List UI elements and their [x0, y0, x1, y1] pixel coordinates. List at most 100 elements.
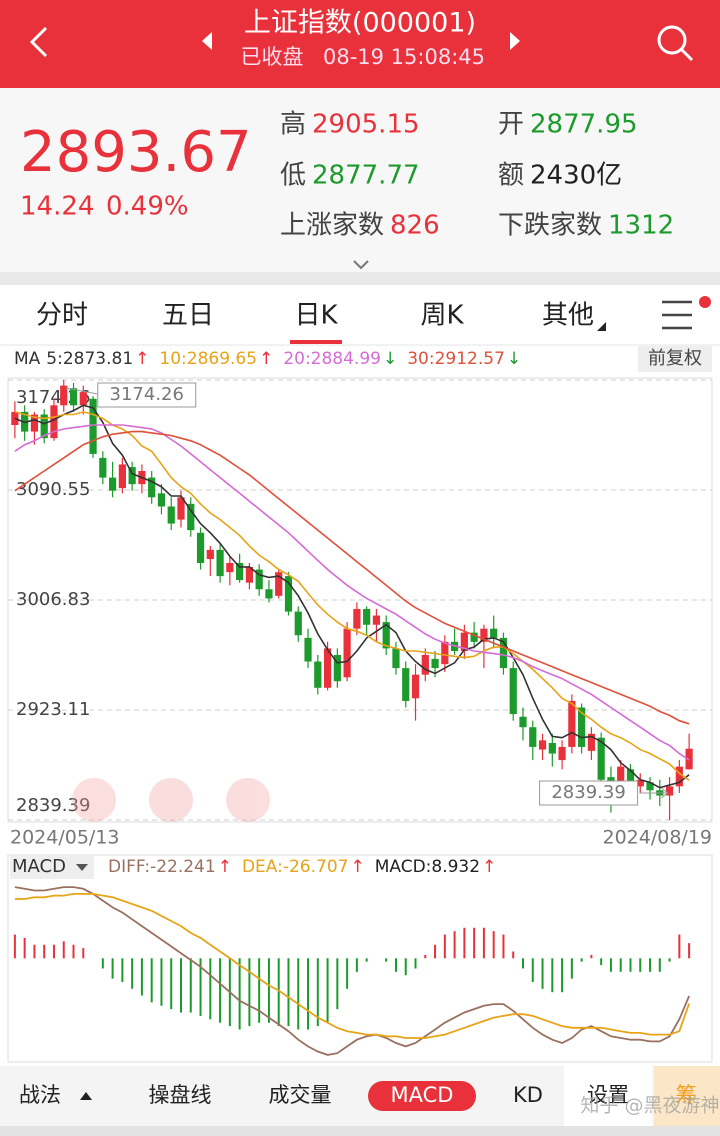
- tool-button[interactable]: [72, 778, 116, 822]
- candle-body: [646, 782, 654, 791]
- notification-dot: [699, 296, 711, 308]
- period-tab[interactable]: 其他: [542, 301, 594, 331]
- indicator-tab[interactable]: 操盘线: [149, 1083, 212, 1107]
- candle-body: [333, 654, 341, 682]
- indicator-tab[interactable]: MACD: [391, 1083, 454, 1107]
- header-bar: [0, 0, 720, 88]
- legend-item: MACD:8.932: [375, 857, 480, 877]
- candle-body: [538, 740, 547, 750]
- stat-value: 2905.15: [312, 110, 420, 140]
- active-indicator-tab: [368, 1081, 476, 1111]
- tool-button[interactable]: [149, 778, 193, 822]
- candle-body: [50, 405, 58, 439]
- max-label-box: [97, 382, 197, 408]
- indicator-tab[interactable]: 战法: [19, 1083, 61, 1107]
- legend-arrow: ↑: [350, 857, 364, 877]
- period-tabs: 分时 五日 日K 周K 其他: [36, 301, 606, 344]
- stat-label: 高: [280, 110, 306, 140]
- adjust-label: 前复权: [648, 348, 702, 369]
- max-label: 3174.26: [110, 384, 184, 405]
- candle-body: [470, 632, 478, 642]
- legend-item: 20:2884.99: [283, 349, 381, 369]
- candle-body: [187, 503, 195, 531]
- candle-body: [294, 611, 302, 636]
- macd-chart: DIFF:-22.241 ↑ DEA:-26.707 ↑ MACD:8.932 ↑: [13, 857, 691, 1056]
- legend-item: 30:2912.57: [407, 349, 505, 369]
- ma-title: MA: [14, 349, 41, 369]
- candle-body: [529, 727, 537, 747]
- candle-body: [265, 589, 273, 599]
- candle-body: [431, 658, 439, 669]
- legend-item: DIFF:-22.241: [108, 857, 216, 877]
- indicator-name: MACD: [12, 856, 66, 877]
- min-label-box: [539, 780, 639, 806]
- floating-tools: [72, 778, 270, 822]
- candle-body: [255, 569, 263, 590]
- quote-time: 08-19 15:08:45: [323, 45, 485, 69]
- candle-body: [519, 716, 527, 728]
- adjust-button[interactable]: [638, 346, 712, 372]
- next-button[interactable]: [510, 32, 520, 50]
- active-tab-indicator: [290, 340, 342, 344]
- legend-arrow: ↑: [482, 857, 496, 877]
- candle-body: [578, 707, 586, 747]
- tool-button[interactable]: [226, 778, 270, 822]
- candle-body: [314, 661, 322, 688]
- stat-value: 2877.95: [530, 110, 638, 140]
- stat-label: 上涨家数: [280, 211, 384, 241]
- x-end-label: 2024/08/19: [602, 827, 712, 849]
- legend-item: DEA:-26.707: [242, 857, 349, 877]
- candle-body: [30, 414, 39, 432]
- candle-body: [597, 737, 605, 780]
- menu-button[interactable]: [662, 296, 711, 330]
- candle-body: [109, 477, 117, 491]
- legend-item: 5:2873.81: [46, 349, 133, 369]
- legend-arrow: ↓: [507, 349, 521, 369]
- y-tick-label: 3006.83: [16, 589, 90, 610]
- expand-button[interactable]: [353, 260, 369, 270]
- back-button[interactable]: [29, 26, 48, 58]
- candle-body: [177, 497, 185, 520]
- max-pointer: [65, 387, 98, 395]
- candle-body: [343, 628, 351, 678]
- stat-label: 开: [498, 110, 524, 140]
- legend-arrow: ↑: [135, 349, 149, 369]
- ma-line: [14, 404, 690, 789]
- prev-button[interactable]: [202, 32, 212, 50]
- search-button[interactable]: [657, 25, 694, 62]
- stat-value: 2430亿: [530, 161, 622, 191]
- candle-body: [499, 637, 508, 669]
- tab-caret: [80, 1092, 92, 1100]
- period-tab[interactable]: 五日: [162, 301, 214, 331]
- min-label: 2839.39: [551, 782, 625, 803]
- candle-body: [304, 637, 312, 662]
- period-tab[interactable]: 分时: [36, 301, 88, 331]
- candle-body: [460, 632, 468, 652]
- candle-body: [89, 398, 97, 454]
- x-start-label: 2024/05/13: [10, 827, 120, 849]
- candle-body: [421, 654, 429, 675]
- stock-title: 上证指数(000001): [244, 8, 476, 39]
- indicator-tab[interactable]: 设置: [587, 1083, 629, 1107]
- candle-body: [626, 769, 635, 787]
- y-tick-label: 2839.39: [16, 795, 90, 816]
- candle-body: [382, 622, 390, 649]
- period-tab[interactable]: 日K: [294, 301, 338, 331]
- macd-frame: [7, 854, 713, 1063]
- indicator-tab[interactable]: KD: [513, 1083, 543, 1107]
- legend-arrow: ↑: [259, 349, 273, 369]
- candle-body: [636, 779, 644, 787]
- indicator-tab[interactable]: 成交量: [269, 1083, 332, 1107]
- candle-body: [99, 457, 107, 478]
- stat-value: 826: [390, 211, 440, 241]
- indicator-select[interactable]: [10, 856, 94, 879]
- stat-value: 1312: [608, 211, 674, 241]
- ma-line: [14, 424, 690, 761]
- period-tab[interactable]: 周K: [420, 301, 464, 331]
- candle-body: [675, 766, 683, 787]
- indicator-tab[interactable]: 筹: [676, 1083, 697, 1107]
- dropdown-icon: [76, 864, 88, 871]
- more-icon: [597, 322, 606, 331]
